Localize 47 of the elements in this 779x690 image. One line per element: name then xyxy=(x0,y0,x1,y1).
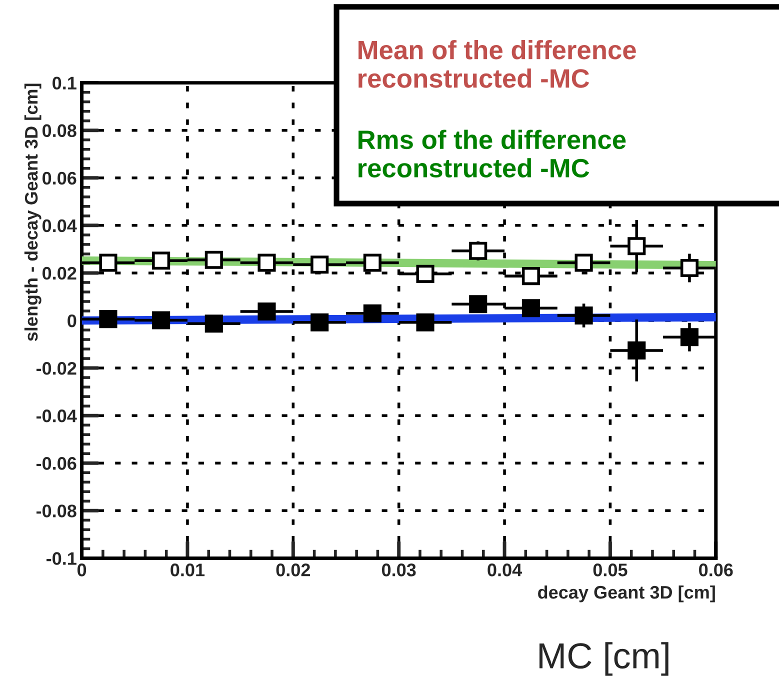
point xyxy=(204,250,223,269)
point xyxy=(628,341,646,360)
point xyxy=(258,302,276,320)
y-tick-label: -0.1 xyxy=(46,552,76,565)
point xyxy=(204,314,223,333)
point xyxy=(310,256,329,274)
point xyxy=(258,254,276,272)
y-tick-label: -0.08 xyxy=(36,504,76,518)
annotation: Mean of the difference reconstructed -MC xyxy=(358,40,636,88)
point xyxy=(469,242,488,260)
y-tick-label: -0.04 xyxy=(36,410,77,422)
point xyxy=(574,306,593,325)
point xyxy=(152,252,170,270)
point xyxy=(99,310,118,328)
point xyxy=(152,311,170,330)
y-tick-label: -0.06 xyxy=(36,457,76,470)
x-tick-label: 0.03 xyxy=(382,564,416,576)
x-axis-title: decay Geant 3D [cm] xyxy=(538,585,715,602)
x-tick-label: 0.01 xyxy=(170,564,205,576)
annotation: Rms of the difference reconstructed -MC xyxy=(358,130,626,178)
point xyxy=(99,254,118,272)
x-tick-label: 0 xyxy=(77,564,86,576)
point xyxy=(416,313,434,332)
point xyxy=(574,254,593,272)
y-axis-title: slength - decay Geant 3D [cm] xyxy=(24,84,42,342)
y-tick-label: -0.02 xyxy=(36,362,76,375)
point xyxy=(416,264,434,283)
x-tick-label: 0.02 xyxy=(276,564,310,576)
point xyxy=(363,304,382,322)
y-tick-label: 0.08 xyxy=(42,124,76,138)
y-tick-label: 0 xyxy=(68,314,76,328)
x-tick-label: 0.05 xyxy=(593,564,628,576)
text: MC [cm] xyxy=(539,642,668,676)
point xyxy=(680,328,699,346)
y-tick-label: 0.1 xyxy=(52,76,76,90)
x-tick-label: 0.04 xyxy=(488,564,522,576)
point xyxy=(522,299,540,318)
point xyxy=(628,237,646,256)
point xyxy=(522,267,540,286)
y-tick-label: 0.02 xyxy=(42,266,76,280)
point xyxy=(363,254,382,272)
point xyxy=(469,295,488,314)
y-tick-label: 0.04 xyxy=(42,219,77,232)
y-tick-label: 0.06 xyxy=(42,172,76,185)
x-tick-label: 0.06 xyxy=(699,564,733,576)
point xyxy=(680,258,699,277)
point xyxy=(310,313,329,332)
